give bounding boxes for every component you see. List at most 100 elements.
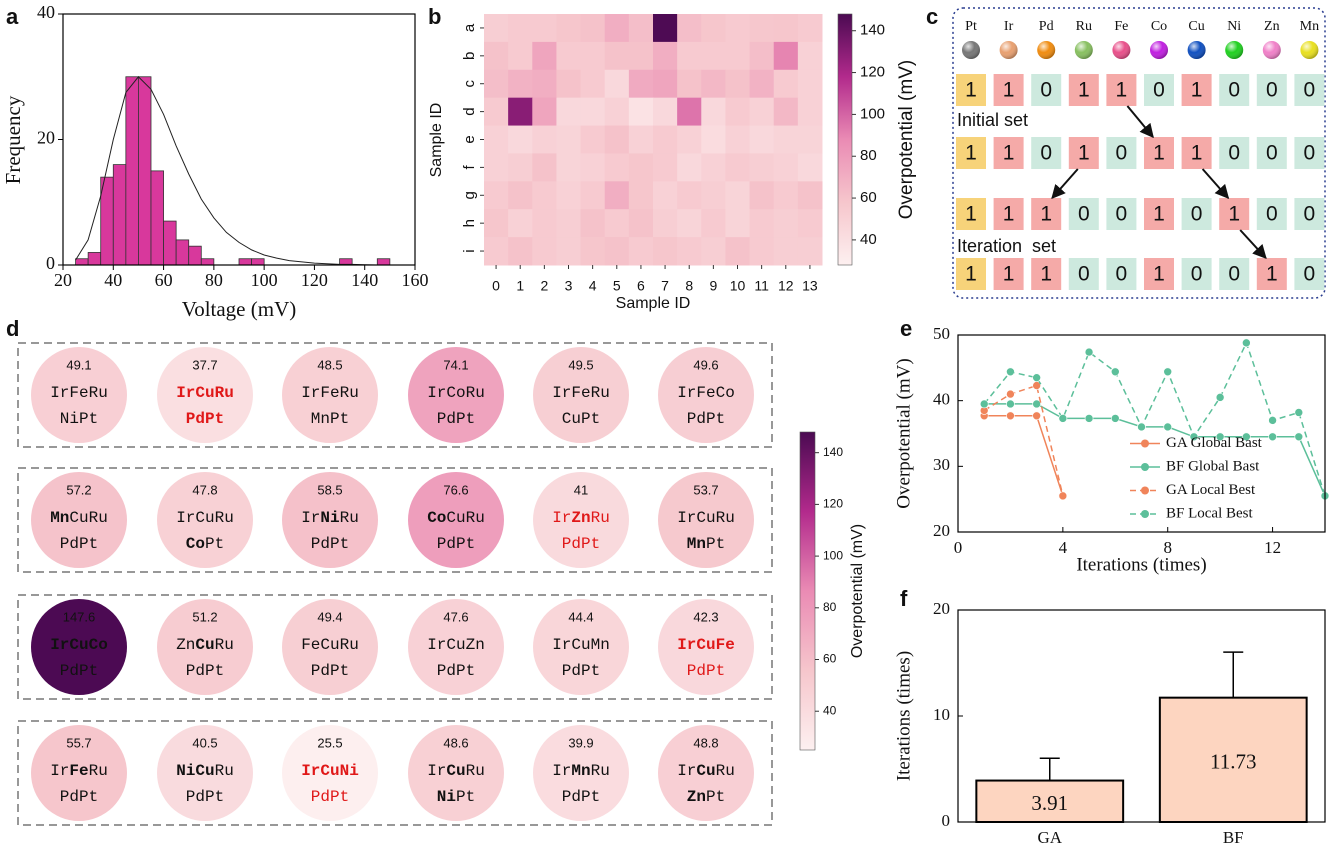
heatmap-cell xyxy=(532,181,557,210)
element-shine xyxy=(962,41,980,59)
heatmap-cell xyxy=(628,97,654,127)
composition-part: Ru xyxy=(466,762,485,780)
heatmap-cell xyxy=(556,14,582,43)
gene-value: 0 xyxy=(1116,142,1128,165)
value-label: 57.2 xyxy=(66,482,91,497)
arrow xyxy=(1201,168,1230,200)
heatmap-cell xyxy=(653,14,678,43)
composition-part: IrCuRu xyxy=(176,384,234,402)
heatmap-cell xyxy=(701,41,726,71)
heatmap-cell xyxy=(628,181,654,210)
composition-part: PdPt xyxy=(437,535,475,553)
composition-part: PdPt xyxy=(687,410,725,428)
y-tick-label: 0 xyxy=(46,253,55,273)
x-tick-label: 8 xyxy=(685,278,693,294)
gene-cell xyxy=(1219,198,1250,230)
composition-line: CoPt xyxy=(186,535,224,553)
heatmap-cell xyxy=(508,209,533,238)
bar xyxy=(75,258,89,266)
composition-line: MnPt xyxy=(687,535,725,553)
composition-line: PdPt xyxy=(311,788,349,806)
heatmap-cell xyxy=(628,69,654,99)
heatmap-cell xyxy=(677,69,702,99)
heatmap-cell xyxy=(797,69,823,99)
x-tick-label: 0 xyxy=(954,538,963,557)
heatmap-cell xyxy=(508,14,533,43)
x-tick-label: 120 xyxy=(301,270,328,290)
composition-line: FeCuRu xyxy=(301,636,359,654)
composition-part: Pt xyxy=(706,535,725,553)
value-label: 58.5 xyxy=(317,482,342,497)
composition-part: Mn xyxy=(571,762,590,780)
bar xyxy=(238,258,252,266)
composition-line: PdPt xyxy=(311,535,349,553)
composition-line: IrMnRu xyxy=(552,762,610,780)
composition-line: PdPt xyxy=(186,410,224,428)
x-tick-label: 3 xyxy=(565,278,573,294)
x-tick-label: 7 xyxy=(661,278,669,294)
gene-cell xyxy=(1068,258,1099,290)
heatmap-cell xyxy=(725,153,751,182)
element-name: Ru xyxy=(1076,19,1092,34)
composition-part: Cu xyxy=(696,762,715,780)
composition-line: CuPt xyxy=(562,410,600,428)
heatmap-cell xyxy=(604,153,630,182)
bar xyxy=(87,252,102,266)
y-tick-label: 10 xyxy=(933,705,950,724)
heatmap-cell xyxy=(797,14,823,43)
heatmap-cell xyxy=(628,237,654,266)
gene-cell xyxy=(1068,198,1099,230)
gene-value: 0 xyxy=(1228,142,1240,165)
composition-circle xyxy=(157,725,253,821)
legend-marker xyxy=(1141,486,1149,495)
gene-value: 1 xyxy=(1153,263,1165,286)
x-tick-label: BF xyxy=(1223,828,1244,847)
composition-part: PdPt xyxy=(687,662,725,680)
heatmap-cell xyxy=(556,209,582,238)
x-tick-label: 20 xyxy=(54,270,72,290)
gene-cell xyxy=(1106,258,1137,290)
point xyxy=(1163,422,1173,432)
row-label: Initial set xyxy=(957,110,1028,130)
arrow xyxy=(1126,105,1154,139)
series-line xyxy=(983,340,1326,497)
heatmap-cell xyxy=(701,69,726,99)
gene-cell xyxy=(1181,258,1212,290)
composition-circle xyxy=(31,347,127,443)
heatmap-cell xyxy=(484,237,509,266)
gene-value: 0 xyxy=(1304,79,1316,102)
composition-line: MnCuRu xyxy=(50,509,108,527)
value-label: 47.8 xyxy=(192,482,217,497)
heatmap-cell xyxy=(677,125,702,154)
group-box xyxy=(17,342,773,448)
point xyxy=(1006,367,1015,377)
gene-value: 0 xyxy=(1191,203,1203,226)
composition-part: Pt xyxy=(205,535,224,553)
gene-value: 0 xyxy=(1304,263,1316,286)
x-tick-label: 11 xyxy=(754,278,769,294)
composition-part: IrCuCo xyxy=(50,636,108,654)
y-tick-label: 40 xyxy=(37,2,55,22)
heatmap-cell xyxy=(484,153,509,182)
gene-cell xyxy=(993,198,1024,230)
value-label: 47.6 xyxy=(443,609,468,624)
composition-circle xyxy=(408,599,504,695)
composition-part: Mn xyxy=(50,509,69,527)
series-line xyxy=(984,403,1326,497)
composition-part: Zn xyxy=(687,788,706,806)
gene-cell xyxy=(1144,137,1174,169)
heatmap-cell xyxy=(653,41,678,71)
gene-cell xyxy=(1294,74,1325,106)
composition-part: Ru xyxy=(716,762,735,780)
element-name: Co xyxy=(1151,19,1167,34)
heatmap-cell xyxy=(508,181,533,210)
gene-value: 1 xyxy=(1191,142,1203,165)
point xyxy=(979,399,989,409)
gene-cell xyxy=(1068,74,1099,106)
composition-circle xyxy=(157,599,253,695)
composition-part: IrCuFe xyxy=(677,636,735,654)
composition-circle xyxy=(408,725,504,821)
heatmap-cell xyxy=(604,237,630,266)
y-tick-label: i xyxy=(461,249,478,252)
heatmap-cell xyxy=(484,97,509,127)
